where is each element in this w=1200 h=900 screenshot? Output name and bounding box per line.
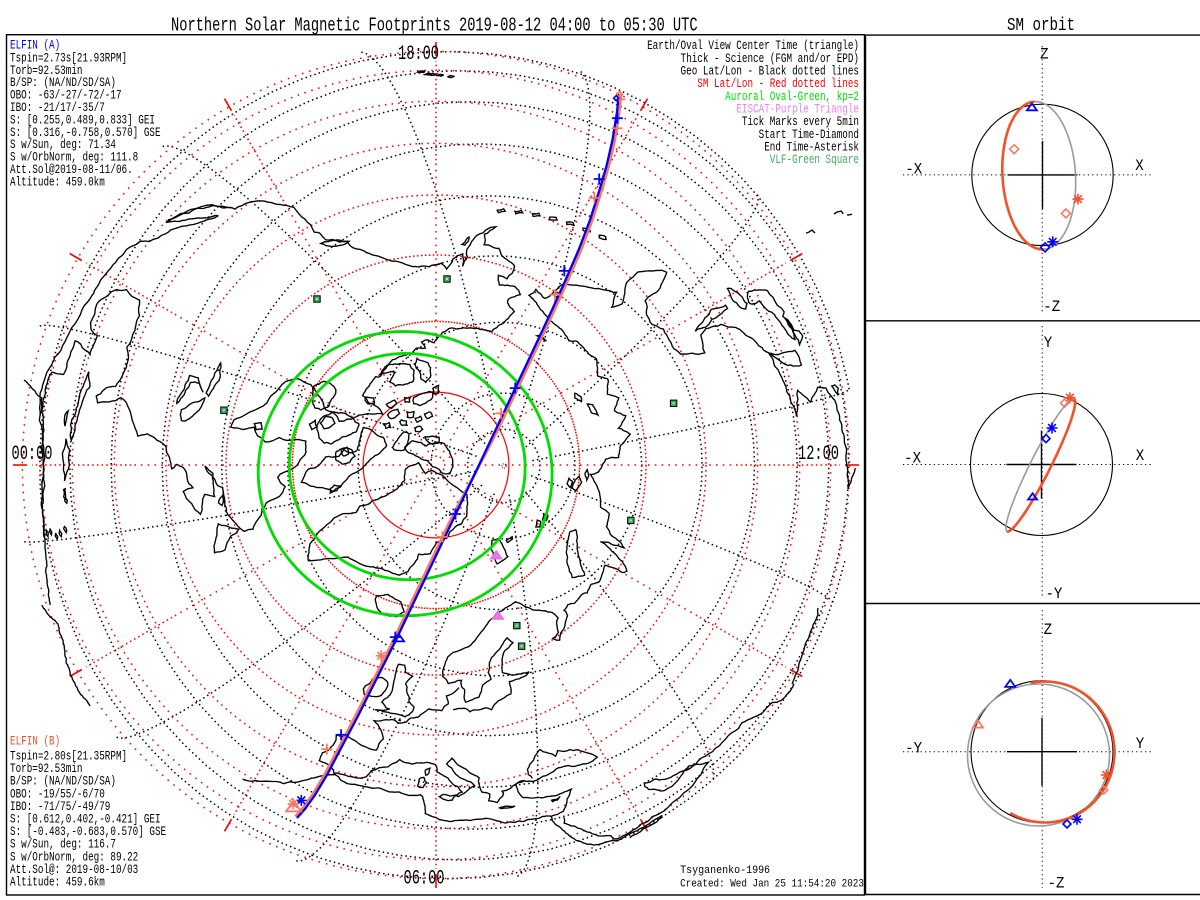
svg-text:Tick Marks every 5min: Tick Marks every 5min: [742, 116, 859, 130]
svg-text:End Time-Asterisk: End Time-Asterisk: [764, 141, 859, 155]
svg-text:OBO: -19/55/-6/70: OBO: -19/55/-6/70: [10, 788, 105, 802]
svg-text:S: [-0.483,-0.683,0.570] GSE: S: [-0.483,-0.683,0.570] GSE: [10, 826, 166, 840]
svg-text:-Y: -Y: [905, 738, 922, 757]
svg-text:S w/Sun, deg: 71.34: S w/Sun, deg: 71.34: [10, 139, 116, 153]
svg-text:Tsyganenko-1996: Tsyganenko-1996: [680, 864, 770, 877]
svg-text:S w/OrbNorm, deg: 111.8: S w/OrbNorm, deg: 111.8: [10, 151, 138, 165]
svg-text:Altitude: 459.6km: Altitude: 459.6km: [10, 876, 105, 890]
svg-text:Tspin=2.80s[21.35RPM]: Tspin=2.80s[21.35RPM]: [10, 750, 127, 764]
svg-text:00:00: 00:00: [12, 444, 53, 466]
svg-text:Start Time-Diamond: Start Time-Diamond: [759, 129, 859, 143]
svg-text:Att.Sol@2019-08-11/06.: Att.Sol@2019-08-11/06.: [10, 164, 133, 178]
svg-text:12:00: 12:00: [798, 444, 839, 466]
svg-text:-Y: -Y: [1045, 584, 1062, 603]
svg-text:Northern Solar Magnetic Footpr: Northern Solar Magnetic Footprints 2019-…: [171, 14, 698, 36]
svg-text:SM orbit: SM orbit: [1007, 14, 1075, 35]
svg-text:VLF-Green Square: VLF-Green Square: [770, 154, 859, 168]
svg-text:S: [0.316,-0.758,0.570] GSE: S: [0.316,-0.758,0.570] GSE: [10, 127, 161, 141]
svg-text:IBO: -71/75/-49/79: IBO: -71/75/-49/79: [10, 801, 110, 815]
svg-text:S w/OrbNorm, deg: 89.22: S w/OrbNorm, deg: 89.22: [10, 851, 138, 865]
svg-text:Y: Y: [1136, 734, 1144, 753]
svg-text:-Z: -Z: [1048, 873, 1065, 892]
svg-text:-X: -X: [905, 160, 922, 179]
svg-text:Geo Lat/Lon - Black dotted lin: Geo Lat/Lon - Black dotted lines: [681, 65, 859, 79]
svg-text:IBO: -21/17/-35/7: IBO: -21/17/-35/7: [10, 102, 105, 116]
svg-text:B/SP: (NA/ND/SD/SA): B/SP: (NA/ND/SD/SA): [10, 77, 116, 91]
svg-text:ELFIN (A): ELFIN (A): [10, 39, 60, 53]
svg-text:OBO: -63/-27/-72/-17: OBO: -63/-27/-72/-17: [10, 89, 122, 103]
svg-text:X: X: [1136, 446, 1144, 465]
svg-text:B/SP: (NA/ND/SD/SA): B/SP: (NA/ND/SD/SA): [10, 775, 116, 789]
svg-text:-Z: -Z: [1043, 297, 1060, 316]
svg-text:ELFIN (B): ELFIN (B): [10, 735, 60, 749]
svg-text:Torb=92.53min: Torb=92.53min: [10, 65, 82, 79]
svg-text:Z: Z: [1040, 45, 1048, 64]
svg-text:Att.Sol@: 2019-08-10/03: Att.Sol@: 2019-08-10/03: [10, 864, 138, 878]
svg-text:Created: Wed Jan 25 11:54:20 2: Created: Wed Jan 25 11:54:20 2023: [680, 878, 864, 891]
svg-text:Tspin=2.73s[21.93RPM]: Tspin=2.73s[21.93RPM]: [10, 52, 127, 66]
svg-text:Earth/Oval View Center Time (t: Earth/Oval View Center Time (triangle): [647, 40, 859, 54]
svg-text:Altitude: 459.0km: Altitude: 459.0km: [10, 176, 105, 190]
svg-text:Auroral Oval-Green, kp=2: Auroral Oval-Green, kp=2: [725, 91, 859, 105]
svg-text:S: [0.255,0.489,0.833] GEI: S: [0.255,0.489,0.833] GEI: [10, 114, 155, 128]
svg-text:Z: Z: [1044, 620, 1052, 639]
svg-text:Torb=92.53min: Torb=92.53min: [10, 763, 82, 777]
svg-text:18:00: 18:00: [398, 44, 439, 66]
svg-text:S w/Sun, deg: 116.7: S w/Sun, deg: 116.7: [10, 838, 116, 852]
svg-text:Thick - Science (FGM and/or EP: Thick - Science (FGM and/or EPD): [681, 53, 859, 67]
svg-text:06:00: 06:00: [404, 868, 445, 890]
svg-text:EISCAT-Purple Triangle: EISCAT-Purple Triangle: [736, 103, 859, 117]
svg-text:X: X: [1135, 156, 1143, 175]
svg-text:Y: Y: [1044, 333, 1052, 352]
svg-text:SM Lat/Lon - Red dotted lines: SM Lat/Lon - Red dotted lines: [697, 78, 859, 92]
svg-text:S: [0.612,0.402,-0.421] GEI: S: [0.612,0.402,-0.421] GEI: [10, 813, 161, 827]
svg-text:-X: -X: [904, 449, 921, 468]
